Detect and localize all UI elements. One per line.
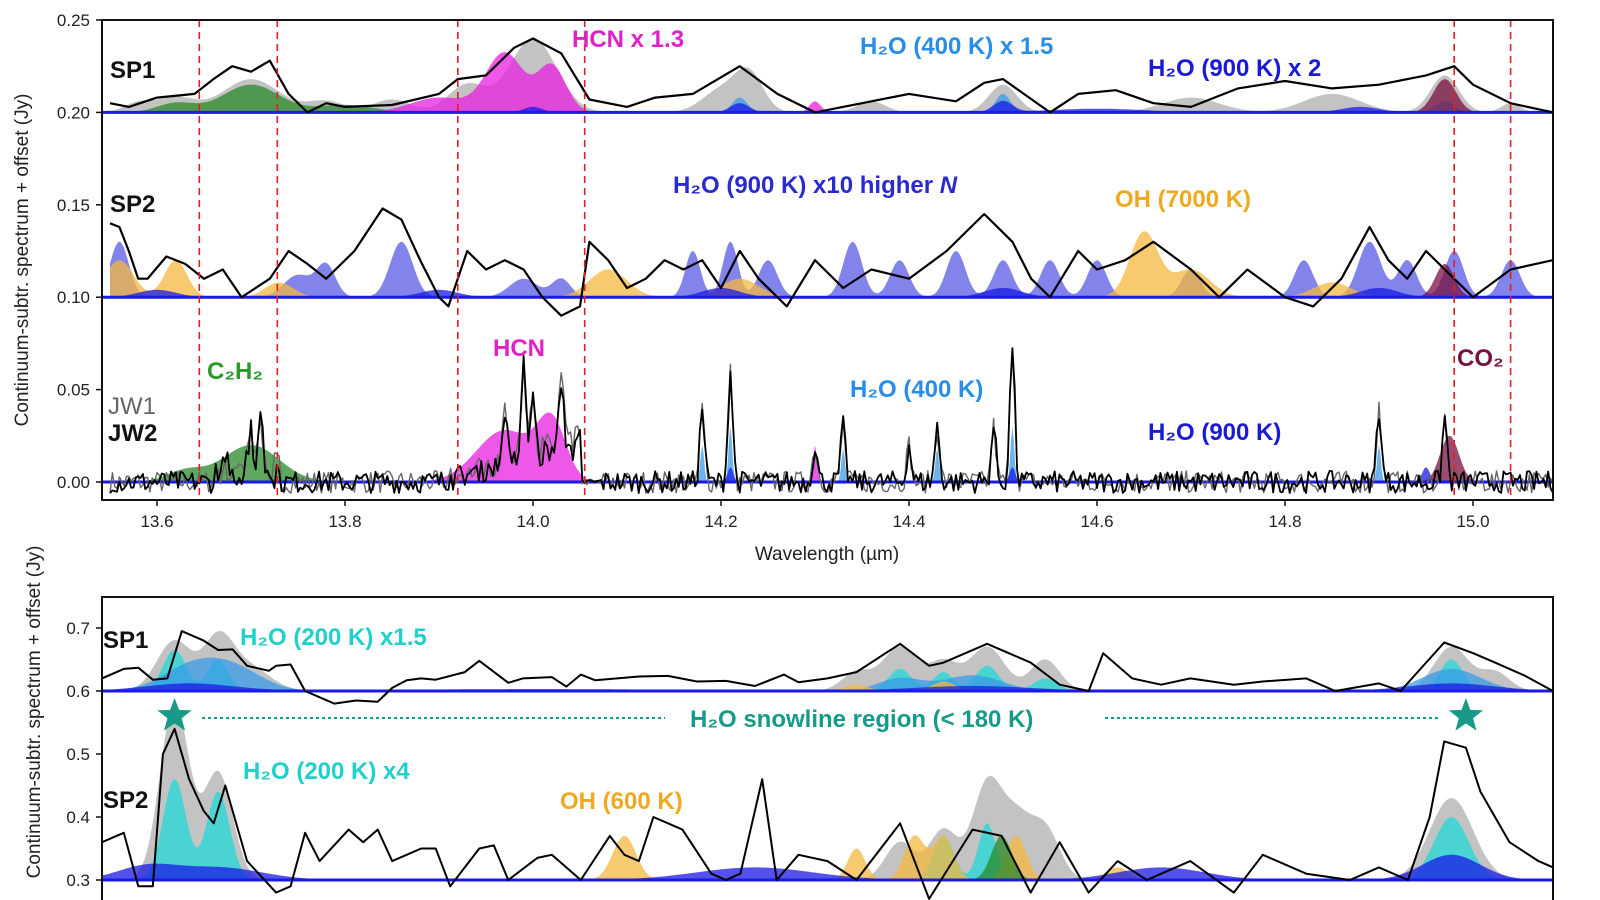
label-h2o900: H₂O (900 K)	[1148, 419, 1281, 446]
label-hcn-sp1: HCN x 1.3	[572, 26, 684, 53]
label-hcn: HCN	[493, 335, 545, 362]
y-tick-label: 0.15	[57, 196, 90, 215]
bottom-sp1-model-h2o-400k	[102, 657, 1553, 691]
top-jw-model-hcn	[110, 412, 1553, 482]
top-jw2-spectrum	[109, 347, 1553, 494]
y-tick-label-bottom: 0.3	[66, 871, 90, 890]
top-sp2-spectrum	[109, 207, 1553, 317]
y-tick-label-bottom: 0.5	[66, 745, 90, 764]
y-tick-label: 0.10	[57, 288, 90, 307]
label-co2: CO₂	[1457, 345, 1504, 372]
bottom-sp1-spectrum	[102, 630, 1553, 705]
top-panel-plot	[102, 20, 1553, 500]
label-h2o400: H₂O (400 K)	[850, 376, 983, 403]
x-tick-label: 13.6	[140, 512, 173, 531]
x-tick-label: 14.2	[704, 512, 737, 531]
y-tick-label-bottom: 0.6	[66, 682, 90, 701]
y-tick-label-bottom: 0.4	[66, 808, 90, 827]
bottom-sp2-spectrum	[102, 727, 1553, 900]
y-tick-label: 0.00	[57, 473, 90, 492]
label-sp2: SP2	[110, 191, 155, 218]
y-axis-label-bottom: Continuum-subtr. spectrum + offset (Jy)	[24, 546, 45, 879]
top-jw1-spectrum	[109, 352, 1553, 494]
top-sp1-spectrum	[109, 37, 1553, 114]
x-tick-label: 13.8	[328, 512, 361, 531]
y-tick-label: 0.25	[57, 11, 90, 30]
label-oh600: OH (600 K)	[560, 788, 683, 815]
top-sp2-model-oh-7000k	[110, 231, 1553, 298]
bottom-sp2-model-c2h2	[102, 835, 1553, 880]
x-tick-label: 14.0	[516, 512, 549, 531]
snowline-star-icon	[157, 698, 192, 731]
label-sp2-bottom: SP2	[103, 787, 148, 814]
bottom-panel-plot	[102, 630, 1553, 900]
bottom-panel-frame	[101, 596, 1554, 900]
label-sp1: SP1	[110, 57, 155, 84]
label-h2o200-sp2: H₂O (200 K) x4	[243, 758, 410, 785]
top-panel-frame	[101, 19, 1554, 501]
label-snowline: H₂O snowline region (< 180 K)	[690, 706, 1033, 733]
y-tick-label: 0.05	[57, 381, 90, 400]
label-h2o900-sp2: H₂O (900 K) x10 higher N	[673, 172, 958, 199]
top-sp1-model-c2h2	[110, 84, 1553, 113]
x-tick-label: 14.6	[1080, 512, 1113, 531]
y-tick-label-bottom: 0.7	[66, 619, 90, 638]
label-sp1-bottom: SP1	[103, 627, 148, 654]
label-jw1: JW1	[108, 393, 156, 420]
bottom-sp1-model-h2o-200k	[102, 650, 1553, 691]
x-axis-label: Wavelength (µm)	[755, 544, 899, 565]
x-tick-label: 15.0	[1456, 512, 1489, 531]
bottom-sp2-model-oh-600k	[102, 835, 1553, 880]
label-h2o900-sp1: H₂O (900 K) x 2	[1148, 55, 1321, 82]
label-oh7000: OH (7000 K)	[1115, 186, 1251, 213]
top-sp1-model-hcn	[110, 52, 1553, 113]
y-tick-label: 0.20	[57, 103, 90, 122]
snowline-star-icon	[1448, 698, 1484, 731]
x-tick-label: 14.8	[1268, 512, 1301, 531]
top-sp1-model-total	[110, 38, 1553, 113]
label-jw2: JW2	[108, 420, 157, 447]
label-h2o200-sp1: H₂O (200 K) x1.5	[240, 624, 427, 651]
bottom-sp2-model-h2o-200k	[102, 779, 1553, 880]
bottom-sp2-model-h2o-900k	[102, 854, 1553, 880]
label-h2o400-sp1: H₂O (400 K) x 1.5	[860, 33, 1053, 60]
y-axis-label-top: Continuum-subtr. spectrum + offset (Jy)	[12, 94, 33, 427]
label-c2h2: C₂H₂	[207, 358, 263, 385]
top-jw-model-c2h2	[110, 445, 1553, 482]
x-tick-label: 14.4	[892, 512, 925, 531]
